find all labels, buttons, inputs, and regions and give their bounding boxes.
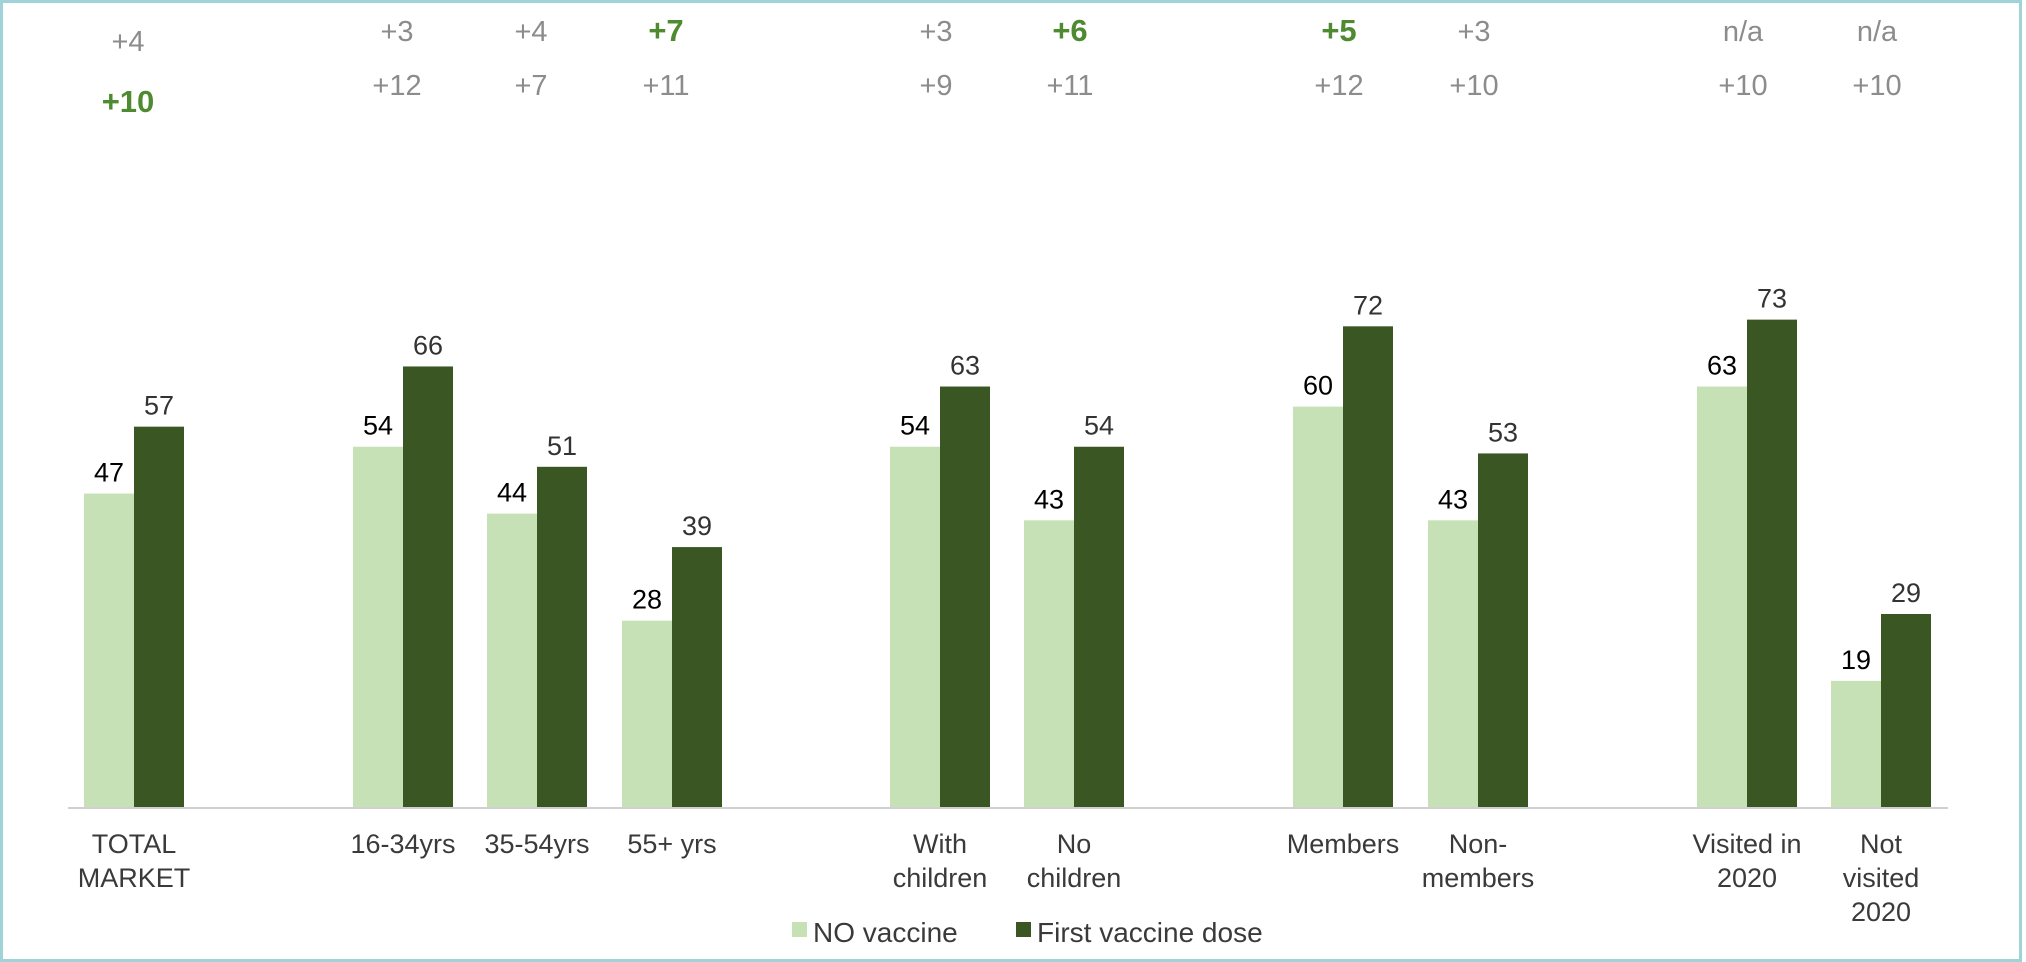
delta-annotations-layer: +4 +3 +4 +7 +3 +6 +5 +3 n/a n/a +10 +12 +7 +11 +9 +11 +1…	[102, 13, 1902, 119]
value-label-no-vaccine-5: 43	[1034, 484, 1064, 514]
delta-row2-9: +10	[1852, 70, 1901, 102]
bar-first-dose-3	[672, 547, 722, 808]
category-label-1-0: 16-34yrs	[350, 829, 455, 859]
category-label-7-0: Non-	[1449, 829, 1508, 859]
delta-row2-1: +12	[372, 70, 421, 102]
category-label-9-0: Not	[1860, 829, 1903, 859]
category-label-5-1: children	[1027, 863, 1122, 893]
legend-swatch-first-dose	[1016, 922, 1031, 937]
bar-first-dose-4	[940, 386, 990, 808]
category-label-9-1: visited	[1843, 863, 1920, 893]
category-labels-layer: TOTAL MARKET 16-34yrs 35-54yrs 55+ yrs With ch…	[78, 829, 1920, 927]
delta-row2-5: +11	[1046, 70, 1093, 102]
bar-no-vaccine-7	[1428, 520, 1478, 808]
bar-first-dose-8	[1747, 319, 1797, 808]
delta-row2-2: +7	[514, 70, 547, 102]
bar-no-vaccine-3	[622, 620, 672, 808]
delta-row1-7: +3	[1457, 16, 1490, 48]
delta-row2-7: +10	[1449, 70, 1498, 102]
delta-row2-3: +11	[642, 70, 689, 102]
category-label-0-0: TOTAL	[92, 829, 177, 859]
category-label-3-0: 55+ yrs	[627, 829, 716, 859]
value-label-no-vaccine-0: 47	[94, 458, 124, 488]
bar-first-dose-5	[1074, 446, 1124, 808]
delta-row1-1: +3	[380, 16, 413, 48]
bar-no-vaccine-8	[1697, 386, 1747, 808]
bar-first-dose-9	[1881, 613, 1931, 808]
value-label-no-vaccine-3: 28	[632, 585, 662, 615]
delta-row1-6: +5	[1321, 13, 1356, 48]
delta-row2-4: +9	[919, 70, 952, 102]
category-label-7-1: members	[1422, 863, 1535, 893]
legend-label-first-dose: First vaccine dose	[1037, 917, 1263, 948]
delta-row1-9: n/a	[1857, 16, 1898, 48]
bar-first-dose-2	[537, 466, 587, 808]
delta-row1-4: +3	[919, 16, 952, 48]
value-label-first-dose-1: 66	[413, 330, 443, 360]
value-label-first-dose-7: 53	[1488, 417, 1518, 447]
bar-first-dose-1	[403, 366, 453, 808]
value-label-no-vaccine-8: 63	[1707, 351, 1737, 381]
value-label-first-dose-2: 51	[547, 431, 577, 461]
value-label-first-dose-5: 54	[1084, 411, 1114, 441]
bar-no-vaccine-9	[1831, 680, 1881, 808]
bar-first-dose-7	[1478, 453, 1528, 808]
delta-row2-8: +10	[1718, 70, 1767, 102]
category-label-5-0: No	[1057, 829, 1092, 859]
value-label-no-vaccine-7: 43	[1438, 484, 1468, 514]
bar-first-dose-6	[1343, 326, 1393, 808]
bars-layer	[84, 319, 1931, 808]
value-label-no-vaccine-2: 44	[497, 478, 527, 508]
value-label-first-dose-9: 29	[1891, 578, 1921, 608]
value-label-no-vaccine-4: 54	[900, 411, 930, 441]
delta-row2-6: +12	[1314, 70, 1363, 102]
delta-row1-2: +4	[514, 16, 547, 48]
bar-no-vaccine-1	[353, 446, 403, 808]
category-label-8-0: Visited in	[1692, 829, 1801, 859]
category-label-4-0: With	[913, 829, 967, 859]
value-label-no-vaccine-1: 54	[363, 411, 393, 441]
legend: NO vaccine First vaccine dose	[792, 917, 1263, 948]
category-label-4-1: children	[893, 863, 988, 893]
value-label-first-dose-6: 72	[1353, 290, 1383, 320]
category-label-6-0: Members	[1287, 829, 1400, 859]
value-label-first-dose-8: 73	[1757, 284, 1787, 314]
delta-row2-0: +10	[102, 84, 155, 119]
delta-row1-0: +4	[111, 26, 144, 58]
bar-no-vaccine-0	[84, 493, 134, 808]
bar-no-vaccine-4	[890, 446, 940, 808]
category-label-2-0: 35-54yrs	[484, 829, 589, 859]
value-label-first-dose-4: 63	[950, 351, 980, 381]
delta-row1-8: n/a	[1723, 16, 1764, 48]
value-label-first-dose-0: 57	[144, 391, 174, 421]
value-label-no-vaccine-6: 60	[1303, 371, 1333, 401]
legend-label-no-vaccine: NO vaccine	[813, 917, 958, 948]
value-label-no-vaccine-9: 19	[1841, 645, 1871, 675]
category-label-0-1: MARKET	[78, 863, 191, 893]
bar-first-dose-0	[134, 426, 184, 808]
category-label-9-2: 2020	[1851, 897, 1911, 927]
delta-row1-3: +7	[648, 13, 683, 48]
value-label-first-dose-3: 39	[682, 511, 712, 541]
category-label-8-1: 2020	[1717, 863, 1777, 893]
legend-swatch-no-vaccine	[792, 922, 807, 937]
value-labels-layer: 47 54 44 28 54 43 60 43 63 19 57 66 51 39 63 54 72 53 73 29	[94, 284, 1921, 675]
bar-no-vaccine-2	[487, 513, 537, 808]
bar-no-vaccine-5	[1024, 520, 1074, 808]
delta-row1-5: +6	[1052, 13, 1087, 48]
bar-no-vaccine-6	[1293, 406, 1343, 808]
